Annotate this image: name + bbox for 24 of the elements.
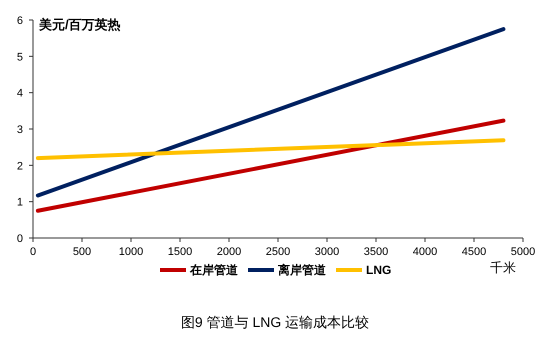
y-tick-label: 1 bbox=[16, 196, 23, 209]
legend-label: LNG bbox=[366, 263, 392, 277]
y-tick-label: 2 bbox=[16, 160, 23, 172]
y-tick-label: 4 bbox=[16, 88, 23, 100]
x-tick-label: 1500 bbox=[168, 246, 192, 258]
y-axis-title: 美元/百万英热 bbox=[38, 17, 121, 32]
y-tick-label: 6 bbox=[16, 15, 23, 27]
legend-label: 离岸管道 bbox=[277, 263, 327, 277]
x-tick-label: 0 bbox=[30, 246, 36, 258]
legend-label: 在岸管道 bbox=[189, 263, 239, 277]
x-tick-label: 5000 bbox=[510, 246, 536, 258]
text: 图9 管道与 LNG 运输成本比较 bbox=[180, 314, 370, 330]
x-tick-label: 1000 bbox=[118, 246, 144, 258]
x-tick-label: 4500 bbox=[462, 246, 486, 258]
x-tick-label: 4000 bbox=[412, 246, 438, 258]
y-tick-label: 0 bbox=[16, 233, 23, 245]
y-tick-label: 5 bbox=[16, 51, 23, 64]
x-tick-label: 2000 bbox=[216, 246, 242, 258]
y-tick-label: 3 bbox=[16, 124, 23, 136]
x-tick-label: 2500 bbox=[266, 246, 290, 258]
x-axis-title: 千米 bbox=[490, 260, 516, 275]
x-tick-label: 500 bbox=[72, 246, 92, 258]
x-tick-label: 3500 bbox=[364, 246, 388, 258]
x-tick-label: 3000 bbox=[314, 246, 340, 258]
